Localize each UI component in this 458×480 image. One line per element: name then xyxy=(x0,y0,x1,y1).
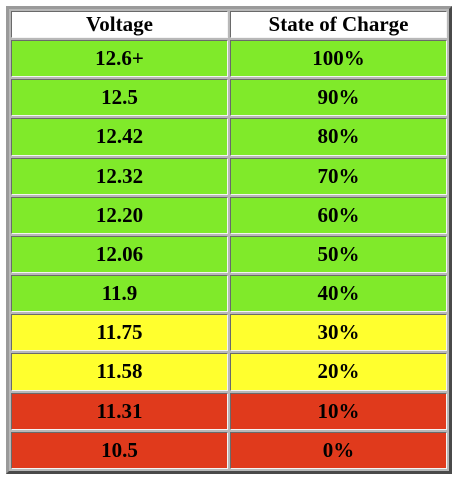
data-row: 12.20 60% xyxy=(11,196,447,234)
voltage-cell: 11.31 xyxy=(11,392,228,430)
voltage-cell: 11.75 xyxy=(11,314,228,352)
voltage-cell: 10.5 xyxy=(11,431,228,469)
table-head: Voltage State of Charge xyxy=(11,11,447,38)
charge-cell: 90% xyxy=(230,79,447,117)
table-frame: Voltage State of Charge 12.6+ 100% 12.5 90%… xyxy=(6,6,452,474)
data-row: 11.9 40% xyxy=(11,275,447,313)
charge-cell: 60% xyxy=(230,196,447,234)
header-cell: State of Charge xyxy=(230,11,447,38)
charge-cell: 70% xyxy=(230,157,447,195)
data-row: 12.42 80% xyxy=(11,118,447,156)
voltage-cell: 11.9 xyxy=(11,275,228,313)
voltage-cell: 12.42 xyxy=(11,118,228,156)
charge-cell: 0% xyxy=(230,431,447,469)
charge-table: Voltage State of Charge 12.6+ 100% 12.5 90%… xyxy=(9,9,449,471)
data-row: 12.5 90% xyxy=(11,79,447,117)
voltage-cell: 12.06 xyxy=(11,235,228,274)
voltage-cell: 12.6+ xyxy=(11,40,228,78)
charge-cell: 100% xyxy=(230,40,447,78)
charge-cell: 10% xyxy=(230,392,447,430)
table-body: 12.6+ 100% 12.5 90% 12.42 80% 12.32 70% 12.20 60%… xyxy=(11,40,447,469)
data-row: 12.6+ 100% xyxy=(11,40,447,78)
header-row: Voltage State of Charge xyxy=(11,11,447,38)
voltage-cell: 12.32 xyxy=(11,157,228,195)
charge-cell: 20% xyxy=(230,353,447,391)
charge-cell: 50% xyxy=(230,235,447,274)
data-row: 11.58 20% xyxy=(11,353,447,391)
voltage-cell: 11.58 xyxy=(11,353,228,391)
data-row: 10.5 0% xyxy=(11,431,447,469)
charge-cell: 80% xyxy=(230,118,447,156)
header-cell: Voltage xyxy=(11,11,228,38)
data-row: 12.32 70% xyxy=(11,157,447,195)
charge-cell: 40% xyxy=(230,275,447,313)
voltage-cell: 12.5 xyxy=(11,79,228,117)
data-row: 12.06 50% xyxy=(11,235,447,274)
voltage-cell: 12.20 xyxy=(11,196,228,234)
data-row: 11.75 30% xyxy=(11,314,447,352)
charge-cell: 30% xyxy=(230,314,447,352)
data-row: 11.31 10% xyxy=(11,392,447,430)
